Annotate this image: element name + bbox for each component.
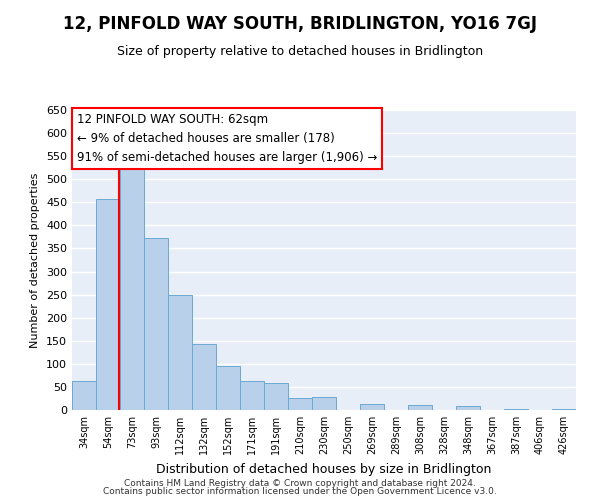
Bar bbox=[264, 383, 288, 410]
Text: 12 PINFOLD WAY SOUTH: 62sqm
← 9% of detached houses are smaller (178)
91% of sem: 12 PINFOLD WAY SOUTH: 62sqm ← 9% of deta… bbox=[77, 113, 377, 164]
Bar bbox=[360, 404, 384, 410]
Y-axis label: Number of detached properties: Number of detached properties bbox=[31, 172, 40, 348]
Bar bbox=[72, 381, 96, 410]
Text: 12, PINFOLD WAY SOUTH, BRIDLINGTON, YO16 7GJ: 12, PINFOLD WAY SOUTH, BRIDLINGTON, YO16… bbox=[63, 15, 537, 33]
Bar bbox=[144, 238, 168, 410]
Bar bbox=[552, 409, 576, 410]
Bar bbox=[168, 294, 192, 410]
Bar bbox=[192, 344, 216, 410]
X-axis label: Distribution of detached houses by size in Bridlington: Distribution of detached houses by size … bbox=[157, 462, 491, 475]
Text: Contains HM Land Registry data © Crown copyright and database right 2024.: Contains HM Land Registry data © Crown c… bbox=[124, 478, 476, 488]
Bar bbox=[240, 382, 264, 410]
Bar bbox=[408, 406, 432, 410]
Bar bbox=[288, 398, 312, 410]
Text: Contains public sector information licensed under the Open Government Licence v3: Contains public sector information licen… bbox=[103, 487, 497, 496]
Bar bbox=[312, 397, 336, 410]
Text: Size of property relative to detached houses in Bridlington: Size of property relative to detached ho… bbox=[117, 45, 483, 58]
Bar bbox=[504, 408, 528, 410]
Bar bbox=[456, 406, 480, 410]
Bar bbox=[216, 366, 240, 410]
Bar bbox=[120, 168, 144, 410]
Bar bbox=[96, 199, 120, 410]
